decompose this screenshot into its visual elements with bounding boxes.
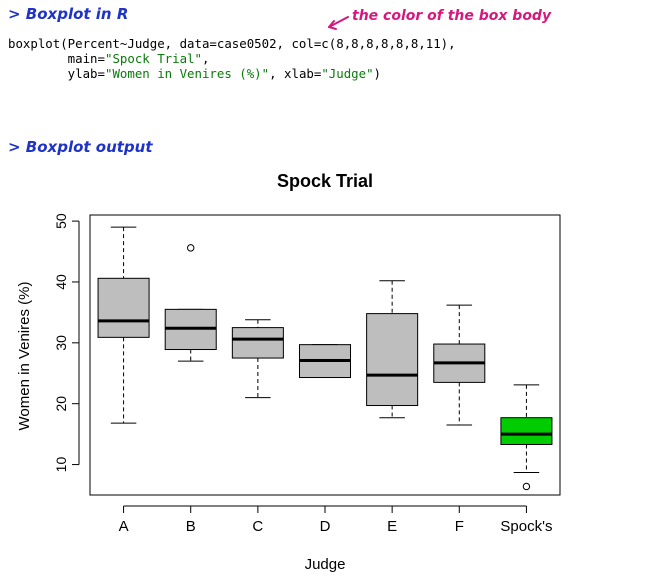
box-body <box>97 277 150 338</box>
r-code-block: boxplot(Percent~Judge, data=case0502, co… <box>8 36 456 81</box>
y-tick-label: 50 <box>53 213 69 229</box>
annotation-arrow-icon <box>328 16 349 30</box>
boxplot-chart: Spock Trial 10 20 30 40 50 A B C D E F Spock's Jud… <box>16 171 561 573</box>
x-tick-label: Spock's <box>500 518 552 535</box>
chart-title: Spock Trial <box>277 171 373 191</box>
box-group-2 <box>231 319 284 399</box>
y-tick-label: 20 <box>53 396 69 412</box>
x-tick-label: E <box>387 518 397 535</box>
box-group-4 <box>366 280 419 419</box>
x-axis: A B C D E F Spock's <box>119 505 552 535</box>
box-group-5 <box>433 304 486 426</box>
y-tick-label: 30 <box>53 335 69 351</box>
code-heading: > Boxplot in R <box>8 5 129 23</box>
box-group-1 <box>164 244 217 362</box>
y-tick-label: 10 <box>53 457 69 473</box>
outlier-point <box>187 244 195 252</box>
code-line-3: ylab="Women in Venires (%)", xlab="Judge… <box>8 66 382 81</box>
box-group-6 <box>500 384 553 491</box>
y-axis-label: Women in Venires (%) <box>16 282 33 431</box>
x-tick-label: F <box>455 518 464 535</box>
box-color-annotation: the color of the box body <box>352 8 552 24</box>
y-axis: 10 20 30 40 50 <box>53 213 80 473</box>
box-group-0 <box>97 226 150 424</box>
box-group-3 <box>298 344 352 379</box>
x-tick-label: B <box>186 518 196 535</box>
outlier-point <box>522 482 531 491</box>
box-body <box>366 313 419 407</box>
code-line-2: main="Spock Trial", <box>8 51 210 66</box>
y-tick-label: 40 <box>53 274 69 290</box>
box-body <box>500 417 553 445</box>
boxes-layer <box>97 226 553 491</box>
box-body <box>231 327 284 359</box>
output-heading: > Boxplot output <box>8 138 153 156</box>
x-tick-label: D <box>320 518 331 535</box>
x-axis-label: Judge <box>305 556 346 573</box>
code-line-1: boxplot(Percent~Judge, data=case0502, co… <box>8 36 456 51</box>
plot-frame <box>89 214 561 496</box>
x-tick-label: C <box>252 518 263 535</box>
x-tick-label: A <box>119 518 129 535</box>
